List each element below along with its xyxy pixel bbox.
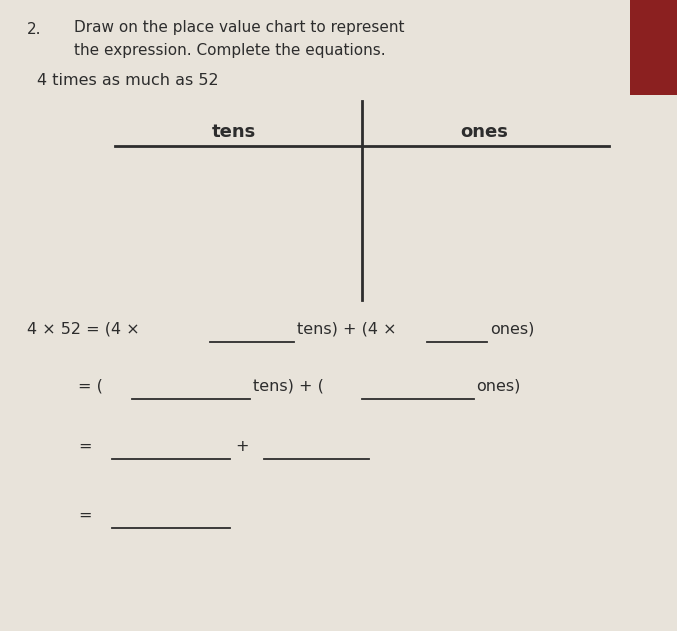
Text: tens) + (4 ×: tens) + (4 × bbox=[297, 322, 396, 337]
Text: ones: ones bbox=[460, 123, 508, 141]
Text: =: = bbox=[78, 439, 91, 454]
Text: 4 × 52 = (4 ×: 4 × 52 = (4 × bbox=[27, 322, 139, 337]
Text: ones): ones) bbox=[477, 379, 521, 394]
Text: +: + bbox=[236, 439, 249, 454]
Text: Draw on the place value chart to represent: Draw on the place value chart to represe… bbox=[74, 20, 405, 35]
Text: = (: = ( bbox=[78, 379, 103, 394]
Text: 4 times as much as 52: 4 times as much as 52 bbox=[37, 73, 219, 88]
Text: the expression. Complete the equations.: the expression. Complete the equations. bbox=[74, 43, 386, 58]
Text: =: = bbox=[78, 508, 91, 523]
Text: 2.: 2. bbox=[27, 22, 41, 37]
Bar bbox=[630, 0, 677, 95]
Text: ones): ones) bbox=[490, 322, 535, 337]
Text: tens: tens bbox=[211, 123, 256, 141]
Text: tens) + (: tens) + ( bbox=[253, 379, 324, 394]
